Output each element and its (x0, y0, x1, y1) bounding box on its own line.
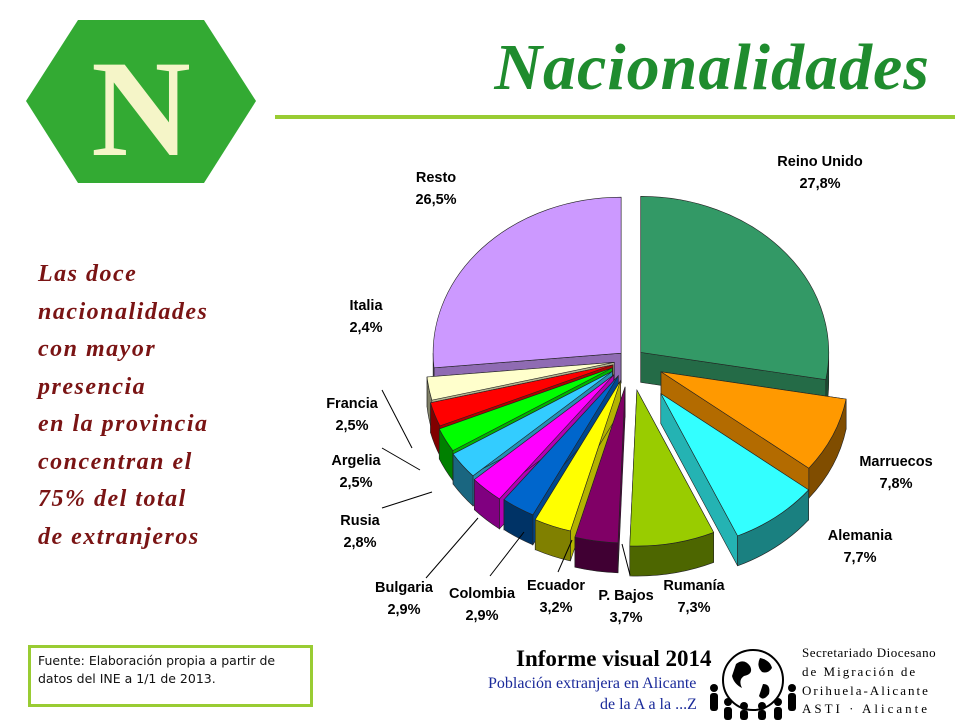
slice-value-label: 7,7% (843, 550, 876, 566)
description-line: Las doce (38, 261, 138, 287)
slice-value-label: 26,5% (415, 192, 456, 208)
leader-line (381, 447, 421, 471)
description-line: de extranjeros (38, 523, 200, 550)
slice-value-label: 2,5% (339, 475, 372, 491)
slice-value-label: 2,9% (387, 602, 420, 618)
org-name-line: Orihuela-Alicante (802, 683, 930, 698)
description-line: nacionalidades (38, 298, 209, 325)
slice-name-label: Reino Unido (777, 154, 863, 170)
slice-value-label: 7,8% (879, 476, 912, 492)
globe-people-icon (710, 649, 796, 720)
org-name-line: Secretariado Diocesano (802, 645, 937, 660)
slice-name-label: Rumanía (663, 578, 725, 594)
informe-visual-logo: Informe visual 2014 Población extranjera… (480, 640, 960, 720)
slice-name-label: P. Bajos (598, 588, 653, 604)
description-line: concentran el (38, 448, 193, 475)
logo-subtitle-2: de la A a la ...Z (600, 696, 697, 713)
slice-value-label: 3,2% (539, 600, 572, 616)
description-line: presencia (38, 373, 147, 400)
leader-line (381, 491, 433, 509)
leader-line (425, 517, 479, 579)
logo-title: Informe visual 2014 (516, 646, 712, 671)
slice-name-label: Rusia (340, 513, 380, 529)
slice-value-label: 3,7% (609, 610, 642, 626)
slice-value-label: 27,8% (799, 176, 840, 192)
slice-name-label: Resto (416, 170, 456, 186)
description-line: en la provincia (38, 411, 209, 437)
slice-value-label: 2,4% (349, 320, 382, 336)
slice-name-label: Colombia (449, 586, 516, 602)
hexagon-letter: N (91, 32, 191, 183)
description-line: 75% del total (38, 486, 187, 512)
description-line: con mayor (38, 336, 157, 362)
leader-line (557, 539, 573, 573)
leader-line (621, 543, 631, 576)
slice-name-label: Francia (326, 396, 379, 412)
slice-name-label: Italia (349, 298, 383, 314)
org-name-line: ASTI · Alicante (802, 701, 931, 716)
slice-value-label: 7,3% (677, 600, 710, 616)
slice-name-label: Alemania (828, 528, 893, 544)
source-line: Fuente: Elaboración propia a partir de (38, 653, 276, 668)
slice-value-label: 2,9% (465, 608, 498, 624)
slice-name-label: Bulgaria (375, 580, 434, 596)
slice-name-label: Marruecos (859, 454, 932, 470)
slice-value-label: 2,8% (343, 535, 376, 551)
pie-slice-ruman-a (629, 388, 715, 577)
description-text: Las doce nacionalidades con mayor presen… (38, 256, 308, 556)
hexagon-logo: N (26, 20, 256, 183)
slice-name-label: Ecuador (527, 578, 585, 594)
nationalities-pie-chart: Reino Unido 27,8% Marruecos 7,8% Alemania 7,7… (326, 154, 932, 626)
source-line: datos del INE a 1/1 de 2013. (38, 671, 216, 686)
org-name-line: de Migración de (802, 664, 918, 679)
leader-line (381, 389, 413, 449)
leader-line (489, 531, 525, 577)
slice-name-label: Argelia (331, 453, 381, 469)
logo-subtitle: Población extranjera en Alicante (488, 675, 697, 692)
pie-slice-alemania (660, 392, 810, 567)
slice-value-label: 2,5% (335, 418, 368, 434)
source-note: Fuente: Elaboración propia a partir de d… (28, 645, 313, 707)
title-underline (275, 115, 955, 119)
page-title: Nacionalidades (494, 31, 930, 104)
pie-slice-p-bajos (574, 386, 626, 574)
